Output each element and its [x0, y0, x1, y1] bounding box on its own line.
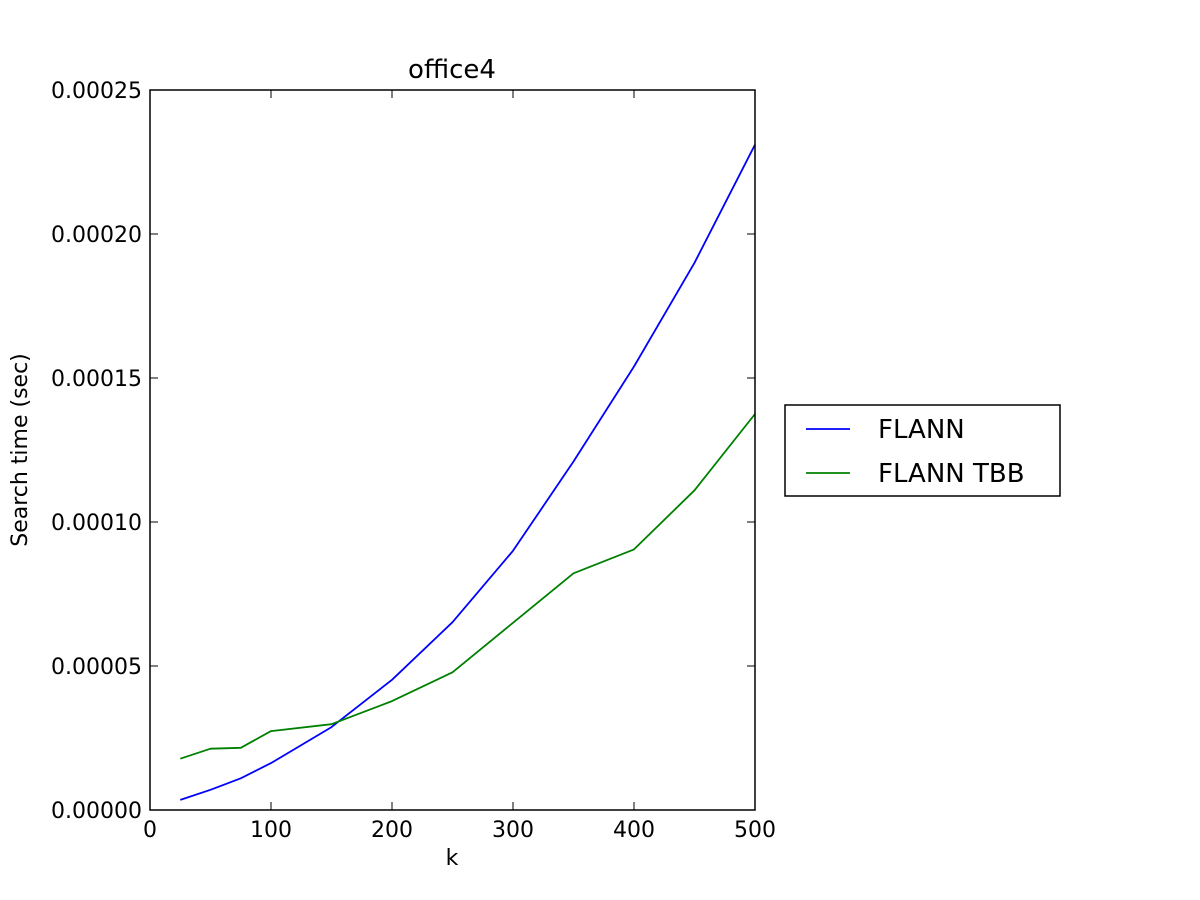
plot-frame [149, 89, 756, 811]
y-tick-label: 0.00000 [51, 799, 142, 824]
x-tick-label: 500 [734, 818, 776, 843]
legend-box [784, 404, 1061, 497]
plot-area: 0 100 200 300 400 500 0.00000 0.00005 0.00010 0.0… [51, 79, 776, 843]
x-tick-label: 100 [250, 818, 292, 843]
x-tick-label: 200 [371, 818, 413, 843]
x-tick-label: 0 [143, 818, 157, 843]
legend-label-1: FLANN [878, 415, 965, 445]
legend-items: FLANN FLANN TBB [806, 415, 1025, 489]
y-tick-label: 0.00015 [51, 367, 142, 392]
y-tick-label: 0.00025 [51, 79, 142, 104]
y-tick-label: 0.00010 [51, 511, 142, 536]
x-tick-label: 400 [613, 818, 655, 843]
legend: FLANN FLANN TBB [784, 404, 1061, 497]
x-axis-label: k [446, 846, 459, 871]
legend-label-2: FLANN TBB [878, 459, 1025, 489]
series-line-1 [180, 144, 756, 801]
y-tick-label: 0.00020 [51, 223, 142, 248]
series-layer [180, 144, 756, 801]
series-line-2 [180, 413, 756, 760]
y-tick-label: 0.00005 [51, 655, 142, 680]
tick-layer: 0 100 200 300 400 500 0.00000 0.00005 0.00010 0.0… [51, 79, 776, 843]
y-axis-label: Search time (sec) [8, 353, 33, 547]
x-tick-label: 300 [492, 818, 534, 843]
chart-title: office4 [408, 55, 496, 85]
